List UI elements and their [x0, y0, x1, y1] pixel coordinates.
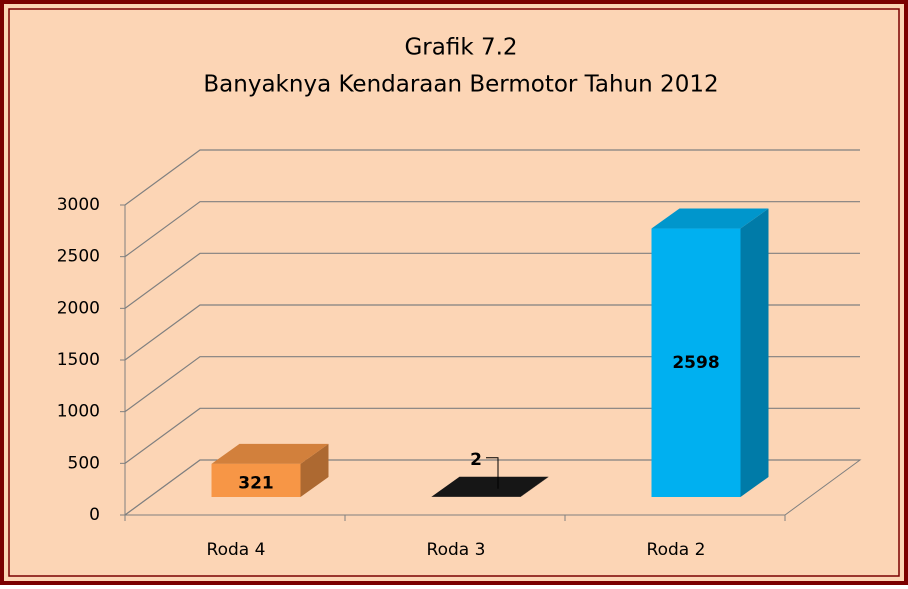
- bar-side: [741, 209, 769, 497]
- y-tick-label: 2000: [57, 298, 100, 318]
- x-tick-label: Roda 3: [427, 540, 486, 560]
- y-tick-label: 0: [89, 505, 100, 525]
- y-tick-label: 500: [68, 453, 100, 473]
- chart-subtitle: Banyaknya Kendaraan Bermotor Tahun 2012: [203, 72, 718, 98]
- y-tick-label: 1000: [57, 402, 100, 422]
- y-tick-label: 1500: [57, 350, 100, 370]
- data-label: 2: [470, 450, 482, 470]
- y-tick-label: 3000: [57, 195, 100, 215]
- x-tick-label: Roda 4: [207, 540, 266, 560]
- y-tick-label: 2500: [57, 247, 100, 267]
- chart-title: Grafik 7.2: [404, 35, 517, 61]
- x-tick-label: Roda 2: [647, 540, 706, 560]
- data-label: 321: [238, 473, 274, 493]
- data-label: 2598: [672, 353, 719, 373]
